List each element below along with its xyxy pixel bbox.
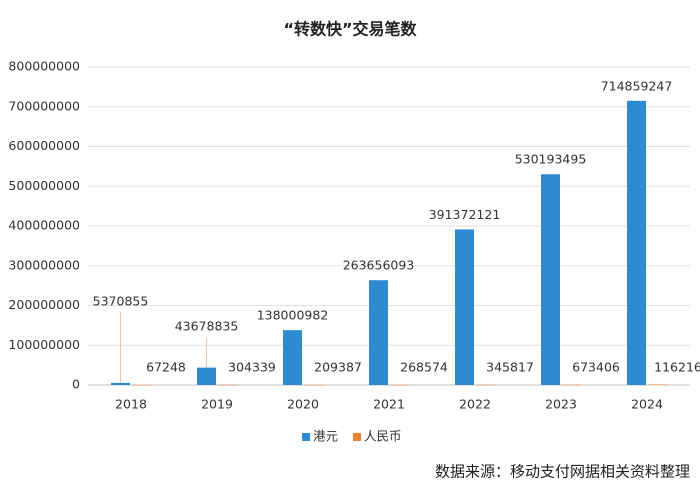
legend-swatch: [353, 433, 362, 441]
bar: [627, 100, 646, 386]
x-tick-label: 2020: [287, 397, 319, 412]
y-tick-label: 200000000: [8, 297, 80, 312]
source-note: 数据来源：移动支付网据相关资料整理: [435, 463, 690, 481]
data-label: 5370855: [93, 294, 149, 309]
y-tick-label: 0: [72, 377, 80, 392]
data-label: 391372121: [429, 207, 501, 222]
data-label: 209387: [314, 360, 362, 375]
y-tick-label: 500000000: [8, 178, 80, 193]
bar: [304, 384, 323, 386]
data-label: 530193495: [515, 152, 587, 167]
legend-label: 人民币: [364, 429, 402, 444]
data-label: 268574: [400, 360, 448, 375]
bar: [283, 330, 302, 385]
bar: [455, 229, 474, 385]
y-tick-label: 600000000: [8, 138, 80, 153]
bar: [218, 384, 237, 386]
x-tick-label: 2022: [459, 397, 491, 412]
data-label: 263656093: [343, 258, 415, 273]
x-tick-label: 2019: [201, 397, 233, 412]
y-tick-label: 100000000: [8, 337, 80, 352]
x-tick-label: 2024: [631, 397, 663, 412]
data-label: 714859247: [601, 78, 673, 93]
bar: [476, 384, 495, 386]
bar: [562, 384, 581, 386]
y-tick-label: 800000000: [8, 59, 80, 74]
data-label: 67248: [146, 360, 186, 375]
bar: [541, 174, 560, 385]
bar: [390, 384, 409, 386]
chart-title: “转数快”交易笔数: [283, 20, 417, 39]
y-tick-label: 300000000: [8, 257, 80, 272]
y-tick-label: 400000000: [8, 218, 80, 233]
data-label: 43678835: [175, 319, 239, 334]
x-tick-label: 2023: [545, 397, 577, 412]
data-label: 673406: [572, 360, 620, 375]
x-tick-label: 2018: [115, 397, 147, 412]
x-tick-label: 2021: [373, 397, 405, 412]
data-label: 345817: [486, 360, 534, 375]
bar: [369, 280, 388, 385]
y-tick-label: 700000000: [8, 98, 80, 113]
data-label: 138000982: [257, 308, 329, 323]
legend-swatch: [302, 433, 310, 441]
bar: [648, 384, 667, 386]
bar: [132, 384, 151, 386]
bar: [111, 382, 130, 385]
data-label: 1162164: [654, 360, 700, 375]
bar: [197, 367, 216, 385]
legend-label: 港元: [313, 429, 338, 444]
data-label: 304339: [228, 360, 276, 375]
